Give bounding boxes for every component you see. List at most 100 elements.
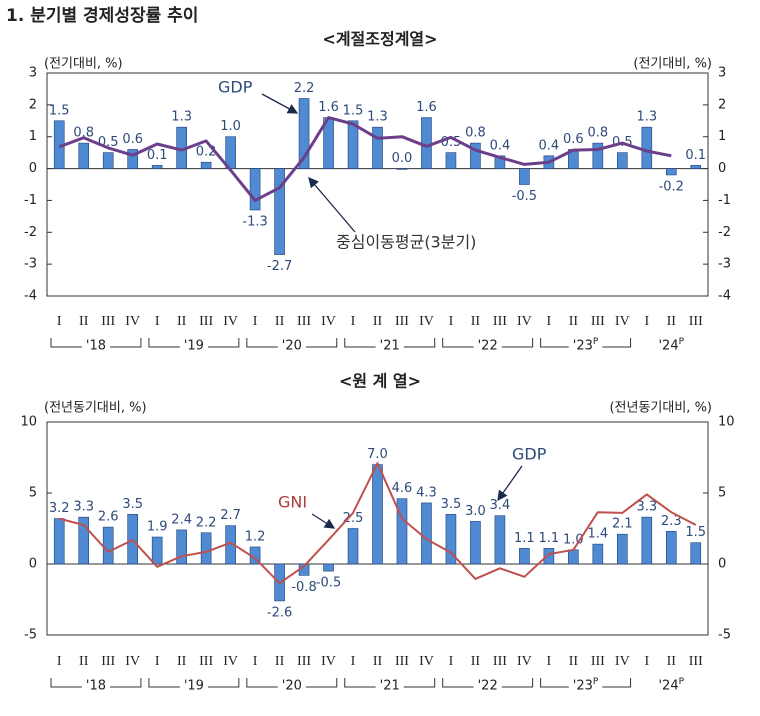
x-tick-label: IV (419, 654, 434, 669)
bar (151, 165, 163, 169)
year-label: '22 (478, 679, 498, 694)
bar (347, 528, 359, 565)
x-tick-label: II (373, 654, 383, 669)
x-tick-label: II (79, 314, 89, 329)
value-label: 1.2 (245, 529, 266, 544)
value-label: 3.4 (490, 498, 511, 513)
bar (151, 536, 163, 565)
x-tick-label: I (253, 654, 258, 669)
value-label: 3.2 (49, 501, 70, 516)
bar (372, 126, 383, 169)
x-tick-label: I (449, 654, 454, 669)
y-tick-label: 10 (718, 415, 735, 430)
bar (274, 168, 285, 255)
value-label: 0.8 (587, 126, 608, 141)
bar (200, 161, 212, 169)
bar (78, 142, 90, 169)
bar (200, 532, 212, 565)
chart-title: <계절조정계열> (322, 30, 437, 49)
y-tick-label: -3 (24, 257, 37, 272)
y-tick-label: -5 (24, 628, 37, 643)
value-label: 4.6 (392, 481, 413, 496)
bar (53, 518, 65, 565)
year-label: '20 (282, 679, 302, 694)
x-tick-label: I (449, 314, 454, 329)
x-tick-label: II (667, 314, 677, 329)
x-tick-label: I (644, 314, 649, 329)
bar (396, 168, 408, 170)
x-tick-label: III (199, 654, 213, 669)
y-tick-label: 2 (29, 97, 37, 112)
y-tick-label: 0 (718, 557, 726, 572)
bar (665, 168, 677, 176)
bar (568, 549, 579, 565)
line-series (58, 116, 672, 202)
x-tick-label: III (493, 654, 507, 669)
y-axis-label: (전년동기대비, %) (609, 401, 712, 416)
year-bracket (148, 678, 240, 688)
bar (421, 502, 432, 565)
x-tick-label: II (275, 654, 285, 669)
bar (690, 165, 702, 169)
year-bracket (540, 678, 632, 688)
y-tick-label: -4 (24, 289, 37, 304)
x-tick-label: III (199, 314, 213, 329)
value-label: 0.8 (465, 126, 486, 141)
x-tick-label: II (177, 314, 187, 329)
value-label: 2.6 (98, 510, 119, 525)
value-label: 1.9 (147, 520, 168, 535)
year-bracket (246, 338, 338, 348)
x-tick-label: I (57, 314, 62, 329)
value-label: -0.8 (291, 580, 316, 595)
value-label: 3.5 (441, 497, 462, 512)
value-label: 0.8 (73, 126, 94, 141)
year-label: '18 (86, 339, 106, 354)
y-tick-label: 0 (29, 161, 37, 176)
year-bracket (442, 678, 534, 688)
x-tick-label: I (155, 314, 160, 329)
x-tick-label: II (569, 314, 579, 329)
value-label: 2.3 (661, 514, 682, 529)
x-tick-label: I (351, 654, 356, 669)
y-tick-label: 3 (718, 66, 726, 81)
value-label: -0.5 (512, 189, 537, 204)
preliminary-marker: P (593, 337, 599, 347)
year-label: '23P (573, 337, 599, 354)
x-tick-label: IV (517, 314, 532, 329)
year-label: '24P (658, 677, 684, 694)
value-label: 1.3 (636, 110, 657, 125)
bar (445, 513, 457, 565)
bar (396, 498, 408, 565)
plot-frame (46, 72, 709, 297)
year-label: '19 (184, 339, 204, 354)
value-label: 2.1 (612, 517, 633, 532)
page-title: 1. 분기별 경제성장률 추이 (6, 6, 198, 26)
x-tick-label: IV (223, 654, 238, 669)
bar (102, 152, 114, 169)
year-label: '18 (86, 679, 106, 694)
value-label: 7.0 (367, 447, 388, 462)
value-label: 1.6 (318, 100, 339, 115)
bar (665, 531, 677, 565)
bar (494, 155, 506, 169)
bar (421, 117, 432, 169)
year-bracket (344, 338, 436, 348)
y-tick-label: -5 (718, 628, 731, 643)
value-label: 1.5 (343, 103, 364, 118)
y-tick-label: -2 (718, 225, 731, 240)
year-label: '20 (282, 339, 302, 354)
x-tick-label: III (297, 654, 311, 669)
x-tick-label: IV (517, 654, 532, 669)
bar (127, 149, 138, 169)
x-tick-label: II (569, 654, 579, 669)
annotation-gni: GNI (278, 493, 307, 512)
x-tick-label: III (591, 654, 605, 669)
value-label: 1.3 (171, 110, 192, 125)
x-tick-label: IV (419, 314, 434, 329)
value-label: 3.3 (73, 500, 94, 515)
year-bracket (50, 678, 142, 688)
value-label: 1.0 (220, 119, 241, 134)
value-label: -2.7 (267, 259, 292, 274)
preliminary-marker: P (679, 677, 685, 687)
preliminary-marker: P (593, 677, 599, 687)
